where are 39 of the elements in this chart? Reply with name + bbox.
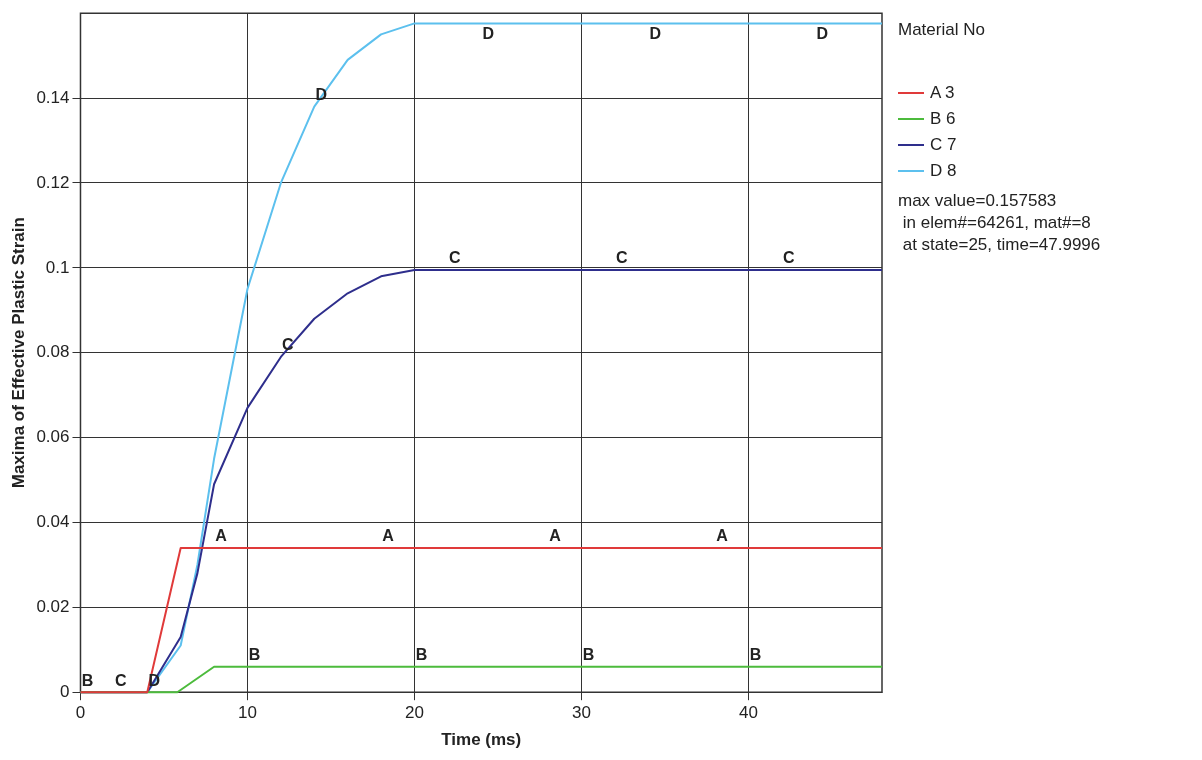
annotation: A — [215, 527, 228, 545]
annotation: D — [649, 24, 662, 42]
annotation: B — [81, 671, 94, 689]
legend-label: A 3 — [930, 83, 955, 103]
y-axis-title: Maxima of Effective Plastic Strain — [8, 217, 28, 489]
annotation: B — [582, 646, 595, 664]
annotation: D — [816, 24, 828, 42]
x-tick-label: 40 — [738, 703, 758, 723]
y-tick-label: 0.06 — [36, 427, 70, 447]
annotation: C — [449, 249, 462, 267]
annotation: B — [415, 646, 428, 664]
text: in elem#=64261, mat#=8 — [901, 212, 1092, 234]
y-tick-label: 0.08 — [36, 342, 70, 362]
legend-label: C 7 — [930, 135, 957, 155]
legend-label: B 6 — [930, 109, 956, 129]
annotation: C — [115, 671, 128, 689]
annotation: B — [749, 646, 762, 664]
annotation: A — [549, 527, 562, 545]
x-tick-label: 0 — [75, 703, 86, 723]
annotation: D — [482, 24, 495, 42]
x-tick-label: 20 — [404, 703, 424, 723]
y-tick-label: 0.1 — [45, 257, 70, 277]
y-tick-label: 0 — [60, 681, 70, 701]
annotation: B — [248, 646, 261, 664]
y-tick-label: 0.04 — [36, 512, 70, 532]
y-tick-label: 0.02 — [36, 597, 70, 617]
x-tick-label: 10 — [238, 703, 257, 723]
text: max value=0.157583 — [898, 190, 1058, 212]
legend-label: D 8 — [930, 161, 957, 181]
annotation: A — [716, 527, 729, 545]
y-tick-label: 0.12 — [36, 172, 70, 192]
annotation: A — [382, 527, 395, 545]
text: at state=25, time=47.9996 — [901, 234, 1101, 256]
y-tick-label: 0.14 — [36, 87, 70, 107]
x-tick-label: 30 — [571, 703, 591, 723]
annotation: C — [783, 249, 796, 267]
x-axis-title: Time (ms) — [441, 730, 522, 750]
legend-title: Material No — [898, 20, 985, 40]
annotation: C — [616, 249, 629, 267]
